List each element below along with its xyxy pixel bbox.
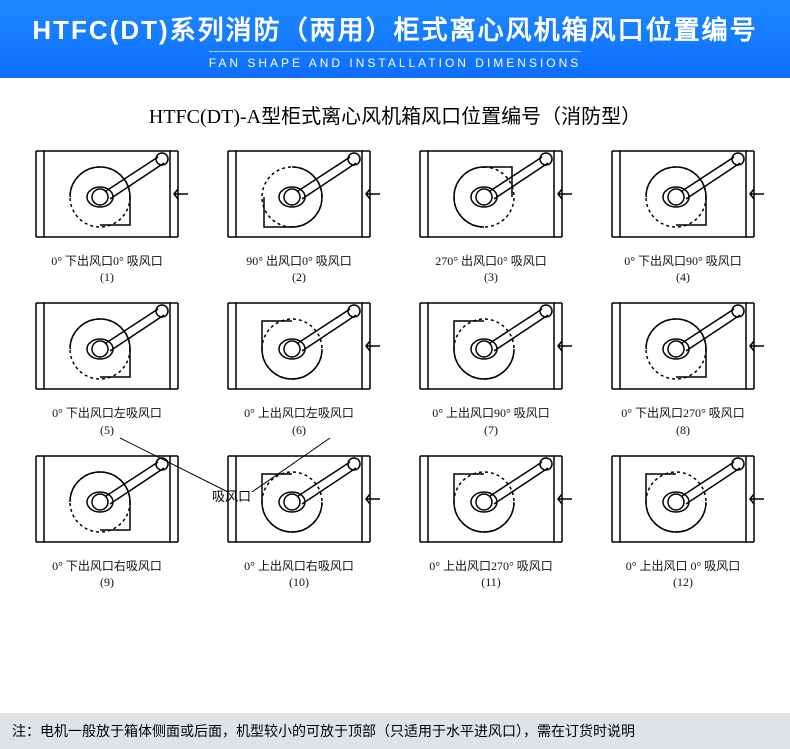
section-subtitle: HTFC(DT)-A型柜式离心风机箱风口位置编号（消防型） bbox=[0, 100, 790, 129]
diagram-caption: 0° 上出风口右吸风口 (10) bbox=[206, 558, 392, 590]
fan-diagram bbox=[22, 291, 192, 401]
diagram-cell: 0° 上出风口右吸风口 (10) bbox=[206, 444, 392, 590]
fan-diagram bbox=[406, 139, 576, 249]
diagram-caption: 0° 上出风口90° 吸风口 (7) bbox=[398, 405, 584, 437]
fan-diagram bbox=[22, 444, 192, 554]
inlet-label: 吸风口 bbox=[212, 486, 251, 505]
diagram-caption: 0° 下出风口右吸风口 (9) bbox=[14, 558, 200, 590]
diagram-cell: 0° 下出风口左吸风口 (5) bbox=[14, 291, 200, 437]
diagram-cell: 0° 下出风口270° 吸风口 (8) bbox=[590, 291, 776, 437]
diagram-caption: 0° 上出风口左吸风口 (6) bbox=[206, 405, 392, 437]
diagram-grid: 0° 下出风口0° 吸风口 (1) 90° 出风口0° 吸风口 (2) bbox=[0, 139, 790, 590]
diagram-caption: 0° 下出风口270° 吸风口 (8) bbox=[590, 405, 776, 437]
diagram-cell: 0° 上出风口 0° 吸风口 (12) bbox=[590, 444, 776, 590]
banner-title: HTFC(DT)系列消防（两用）柜式离心风机箱风口位置编号 bbox=[0, 10, 790, 47]
diagram-cell: 270° 出风口0° 吸风口 (3) bbox=[398, 139, 584, 285]
diagram-cell: 0° 上出风口左吸风口 (6) bbox=[206, 291, 392, 437]
fan-diagram bbox=[214, 139, 384, 249]
diagram-caption: 90° 出风口0° 吸风口 (2) bbox=[206, 253, 392, 285]
footnote: 注：电机一般放于箱体侧面或后面，机型较小的可放于顶部（只适用于水平进风口），需在… bbox=[0, 713, 790, 749]
diagram-caption: 0° 下出风口90° 吸风口 (4) bbox=[590, 253, 776, 285]
diagram-cell: 0° 上出风口90° 吸风口 (7) bbox=[398, 291, 584, 437]
diagram-cell: 0° 上出风口270° 吸风口 (11) bbox=[398, 444, 584, 590]
diagram-caption: 0° 上出风口 0° 吸风口 (12) bbox=[590, 558, 776, 590]
diagram-cell: 0° 下出风口90° 吸风口 (4) bbox=[590, 139, 776, 285]
diagram-cell: 0° 下出风口0° 吸风口 (1) bbox=[14, 139, 200, 285]
fan-diagram bbox=[22, 139, 192, 249]
fan-diagram bbox=[598, 139, 768, 249]
fan-diagram bbox=[214, 291, 384, 401]
fan-diagram bbox=[598, 291, 768, 401]
fan-diagram bbox=[406, 444, 576, 554]
diagram-caption: 0° 下出风口0° 吸风口 (1) bbox=[14, 253, 200, 285]
diagram-caption: 0° 下出风口左吸风口 (5) bbox=[14, 405, 200, 437]
header-banner: HTFC(DT)系列消防（两用）柜式离心风机箱风口位置编号 FAN SHAPE … bbox=[0, 0, 790, 78]
diagram-cell: 90° 出风口0° 吸风口 (2) bbox=[206, 139, 392, 285]
fan-diagram bbox=[406, 291, 576, 401]
banner-subtitle: FAN SHAPE AND INSTALLATION DIMENSIONS bbox=[209, 51, 582, 70]
diagram-caption: 270° 出风口0° 吸风口 (3) bbox=[398, 253, 584, 285]
diagram-caption: 0° 上出风口270° 吸风口 (11) bbox=[398, 558, 584, 590]
diagram-cell: 0° 下出风口右吸风口 (9) bbox=[14, 444, 200, 590]
fan-diagram bbox=[598, 444, 768, 554]
